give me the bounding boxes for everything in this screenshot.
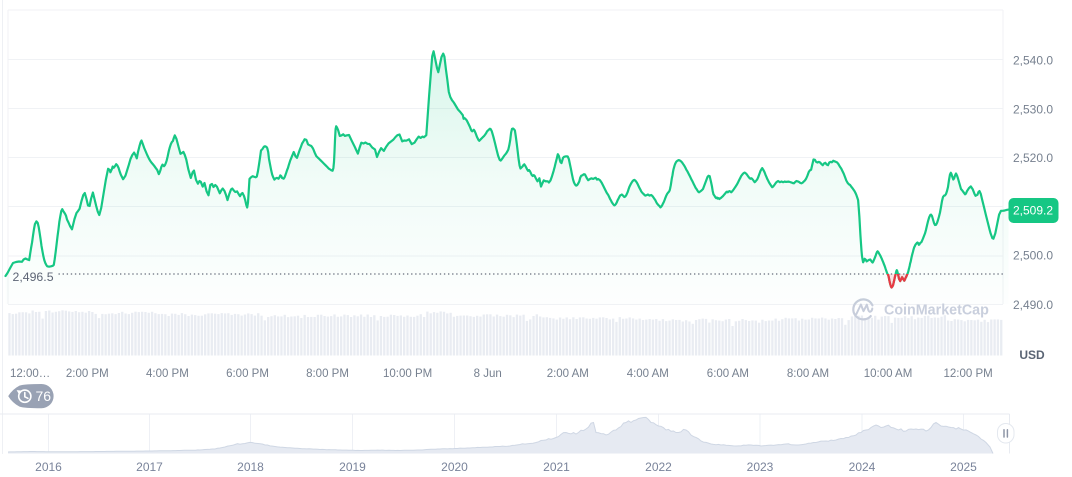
svg-text:2016: 2016 (35, 460, 62, 474)
svg-text:2024: 2024 (849, 460, 876, 474)
svg-text:2,520.0: 2,520.0 (1013, 151, 1053, 165)
svg-text:2019: 2019 (339, 460, 366, 474)
svg-text:2:00 AM: 2:00 AM (547, 368, 589, 380)
svg-text:76: 76 (36, 388, 52, 404)
svg-text:2021: 2021 (543, 460, 570, 474)
svg-text:2025: 2025 (950, 460, 977, 474)
svg-text:12:00 PM: 12:00 PM (943, 368, 992, 380)
svg-text:2:00 PM: 2:00 PM (66, 368, 109, 380)
svg-text:2017: 2017 (136, 460, 163, 474)
svg-text:2,496.5: 2,496.5 (13, 270, 54, 284)
svg-text:2018: 2018 (237, 460, 264, 474)
svg-text:6:00 AM: 6:00 AM (707, 368, 749, 380)
svg-text:2023: 2023 (747, 460, 774, 474)
svg-text:CoinMarketCap: CoinMarketCap (884, 303, 989, 319)
svg-text:10:00 AM: 10:00 AM (864, 368, 913, 380)
svg-text:2,530.0: 2,530.0 (1013, 103, 1053, 117)
svg-text:4:00 AM: 4:00 AM (627, 368, 669, 380)
svg-text:2,490.0: 2,490.0 (1013, 298, 1053, 312)
svg-text:8 Jun: 8 Jun (474, 368, 502, 380)
svg-text:8:00 AM: 8:00 AM (787, 368, 829, 380)
svg-text:10:00 PM: 10:00 PM (383, 368, 432, 380)
svg-text:2,500.0: 2,500.0 (1013, 249, 1053, 263)
svg-text:12:00…: 12:00… (10, 368, 50, 380)
svg-text:8:00 PM: 8:00 PM (306, 368, 349, 380)
svg-text:4:00 PM: 4:00 PM (146, 368, 189, 380)
svg-text:2,509.2: 2,509.2 (1013, 204, 1053, 218)
svg-text:2020: 2020 (441, 460, 468, 474)
svg-text:USD: USD (1019, 348, 1045, 362)
svg-text:2,540.0: 2,540.0 (1013, 54, 1053, 68)
svg-text:6:00 PM: 6:00 PM (226, 368, 269, 380)
svg-text:2022: 2022 (645, 460, 672, 474)
